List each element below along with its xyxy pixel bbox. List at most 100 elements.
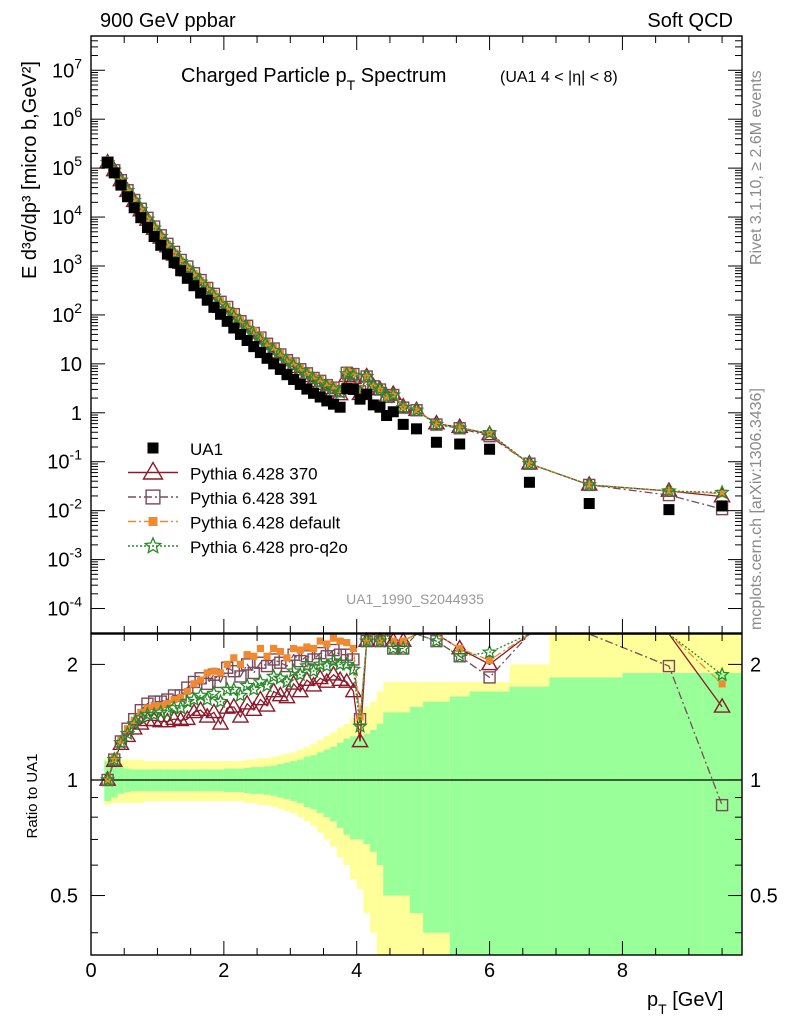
ua1-data-point — [321, 395, 333, 407]
pythia-default-main-point — [290, 359, 298, 367]
ua1-data-point — [122, 191, 134, 203]
pythia-proq2o-ratio-point — [99, 771, 116, 787]
y-axis-label-ratio: Ratio to UA1 — [24, 753, 41, 838]
legend-marker — [147, 442, 159, 454]
pythia-default-main-point — [190, 269, 198, 278]
pythia-default-ratio-point — [110, 754, 118, 762]
ratio-plot-layer — [91, 631, 742, 812]
pythia-default-main-point — [309, 372, 318, 381]
y-tick-label-base: 10 — [47, 550, 69, 572]
pythia-default-ratio-point — [323, 640, 331, 648]
pythia-proq2o-ratio-point — [395, 640, 412, 656]
band-inner — [389, 712, 397, 896]
band-inner — [549, 677, 623, 955]
ua1-data-point — [234, 328, 246, 340]
pythia-default-ratio-point — [250, 652, 258, 660]
x-tick-label: 8 — [617, 960, 628, 982]
ua1-data-point — [361, 388, 373, 400]
ua1-data-point — [334, 401, 346, 413]
pythia-default-ratio-point — [150, 702, 158, 710]
pythia-default-main-point — [665, 487, 673, 495]
pythia-default-main-point — [270, 343, 278, 351]
pythia-proq2o-main-point — [226, 308, 242, 324]
ua1-data-point — [716, 500, 728, 512]
ua1-data-point — [215, 308, 227, 320]
band-inner — [283, 762, 291, 800]
pythia-default-main-point — [349, 369, 357, 377]
band-inner — [370, 729, 377, 852]
band-inner — [316, 752, 324, 814]
pythia-default-ratio-point — [283, 654, 291, 662]
ua1-data-point — [387, 406, 399, 418]
y-tick-label-base: 10 — [52, 256, 74, 278]
x-axis-label: pT [GeV] — [647, 989, 723, 1017]
ua1-data-point — [188, 280, 200, 292]
pythia-default-ratio-point — [130, 716, 138, 724]
pythia-370-ratio-point — [185, 702, 203, 719]
pythia-proq2o-ratio-point — [272, 670, 289, 685]
pythia-370-ratio-point — [337, 672, 356, 688]
ratio-uncertainty-bands — [104, 634, 742, 955]
title-main: Charged Particle p — [181, 65, 347, 87]
y-tick-label-base: 10 — [52, 207, 74, 229]
pythia-370-ratio-point — [191, 700, 210, 717]
pythia-391-ratio-point — [662, 659, 676, 673]
pythia-proq2o-main-point — [451, 420, 468, 435]
pythia-default-main-point — [197, 276, 205, 284]
pythia-370-ratio-point — [278, 688, 296, 704]
ua1-data-point — [268, 358, 280, 370]
y-tick-label-exponent: 7 — [74, 55, 82, 71]
ua1-data-point — [274, 363, 286, 375]
y-tick-label-main: 10-1 — [47, 447, 82, 474]
band-inner — [303, 756, 311, 808]
pythia-default-ratio-point — [243, 651, 251, 659]
pythia-default-main-point — [223, 302, 231, 311]
legend-marker — [143, 536, 163, 554]
band-inner — [263, 766, 271, 795]
y-tick-label-exponent: 4 — [74, 202, 82, 218]
y-tick-label-base: 10 — [52, 305, 74, 327]
ua1-data-point — [181, 272, 193, 284]
axes-layer: 0 2 4 6 810-410-310-210-11101021031041051061… — [47, 35, 778, 982]
pythia-391-ratio-point — [300, 650, 314, 663]
pythia-proq2o-main-point — [714, 484, 730, 500]
y-tick-label-ratio-right: 1 — [750, 770, 761, 792]
pythia-default-main-point — [296, 364, 304, 372]
band-inner — [323, 749, 331, 818]
pythia-proq2o-ratio-point — [239, 677, 255, 693]
pythia-proq2o-ratio-point — [159, 704, 176, 719]
pythia-proq2o-ratio-point — [245, 681, 262, 697]
pythia-proq2o-main-point — [358, 368, 375, 384]
y-tick-label-ratio-left: 1 — [67, 770, 78, 792]
pythia-proq2o-ratio-point — [279, 673, 295, 689]
ua1-data-point — [374, 401, 386, 413]
ua1-data-point — [347, 383, 359, 395]
band-inner — [270, 765, 277, 796]
pythia-default-main-point — [432, 420, 441, 428]
pythia-default-ratio-point — [343, 638, 351, 647]
pythia-proq2o-ratio-point — [345, 661, 362, 677]
pythia-proq2o-ratio-point — [325, 652, 342, 668]
side-rivet: Rivet 3.1.10, ≥ 2.6M events — [748, 70, 765, 265]
pythia-proq2o-main-point — [372, 381, 388, 397]
pythia-default-main-point — [303, 368, 311, 376]
pythia-proq2o-ratio-point — [372, 632, 388, 648]
pythia-370-ratio-point — [251, 690, 270, 706]
pythia-proq2o-ratio-point — [179, 693, 196, 709]
band-inner — [110, 764, 118, 798]
band-inner — [376, 723, 384, 866]
pythia-proq2o-main-point — [581, 476, 598, 492]
y-tick-label-main: 1 — [71, 403, 82, 425]
ua1-data-point — [135, 212, 147, 224]
pythia-370-ratio-point — [238, 694, 256, 710]
band-inner — [383, 712, 390, 896]
pythia-370-ratio-point — [304, 676, 323, 692]
pythia-default-main-point — [383, 393, 391, 401]
y-tick-label-main: 10-2 — [47, 496, 82, 523]
ua1-data-point — [294, 378, 306, 390]
pythia-default-main-point — [150, 223, 158, 231]
pythia-proq2o-main-point — [219, 301, 235, 317]
pythia-default-ratio-point — [163, 700, 171, 708]
ua1-data-point — [248, 341, 260, 353]
pythia-391-ratio-point — [483, 671, 496, 684]
